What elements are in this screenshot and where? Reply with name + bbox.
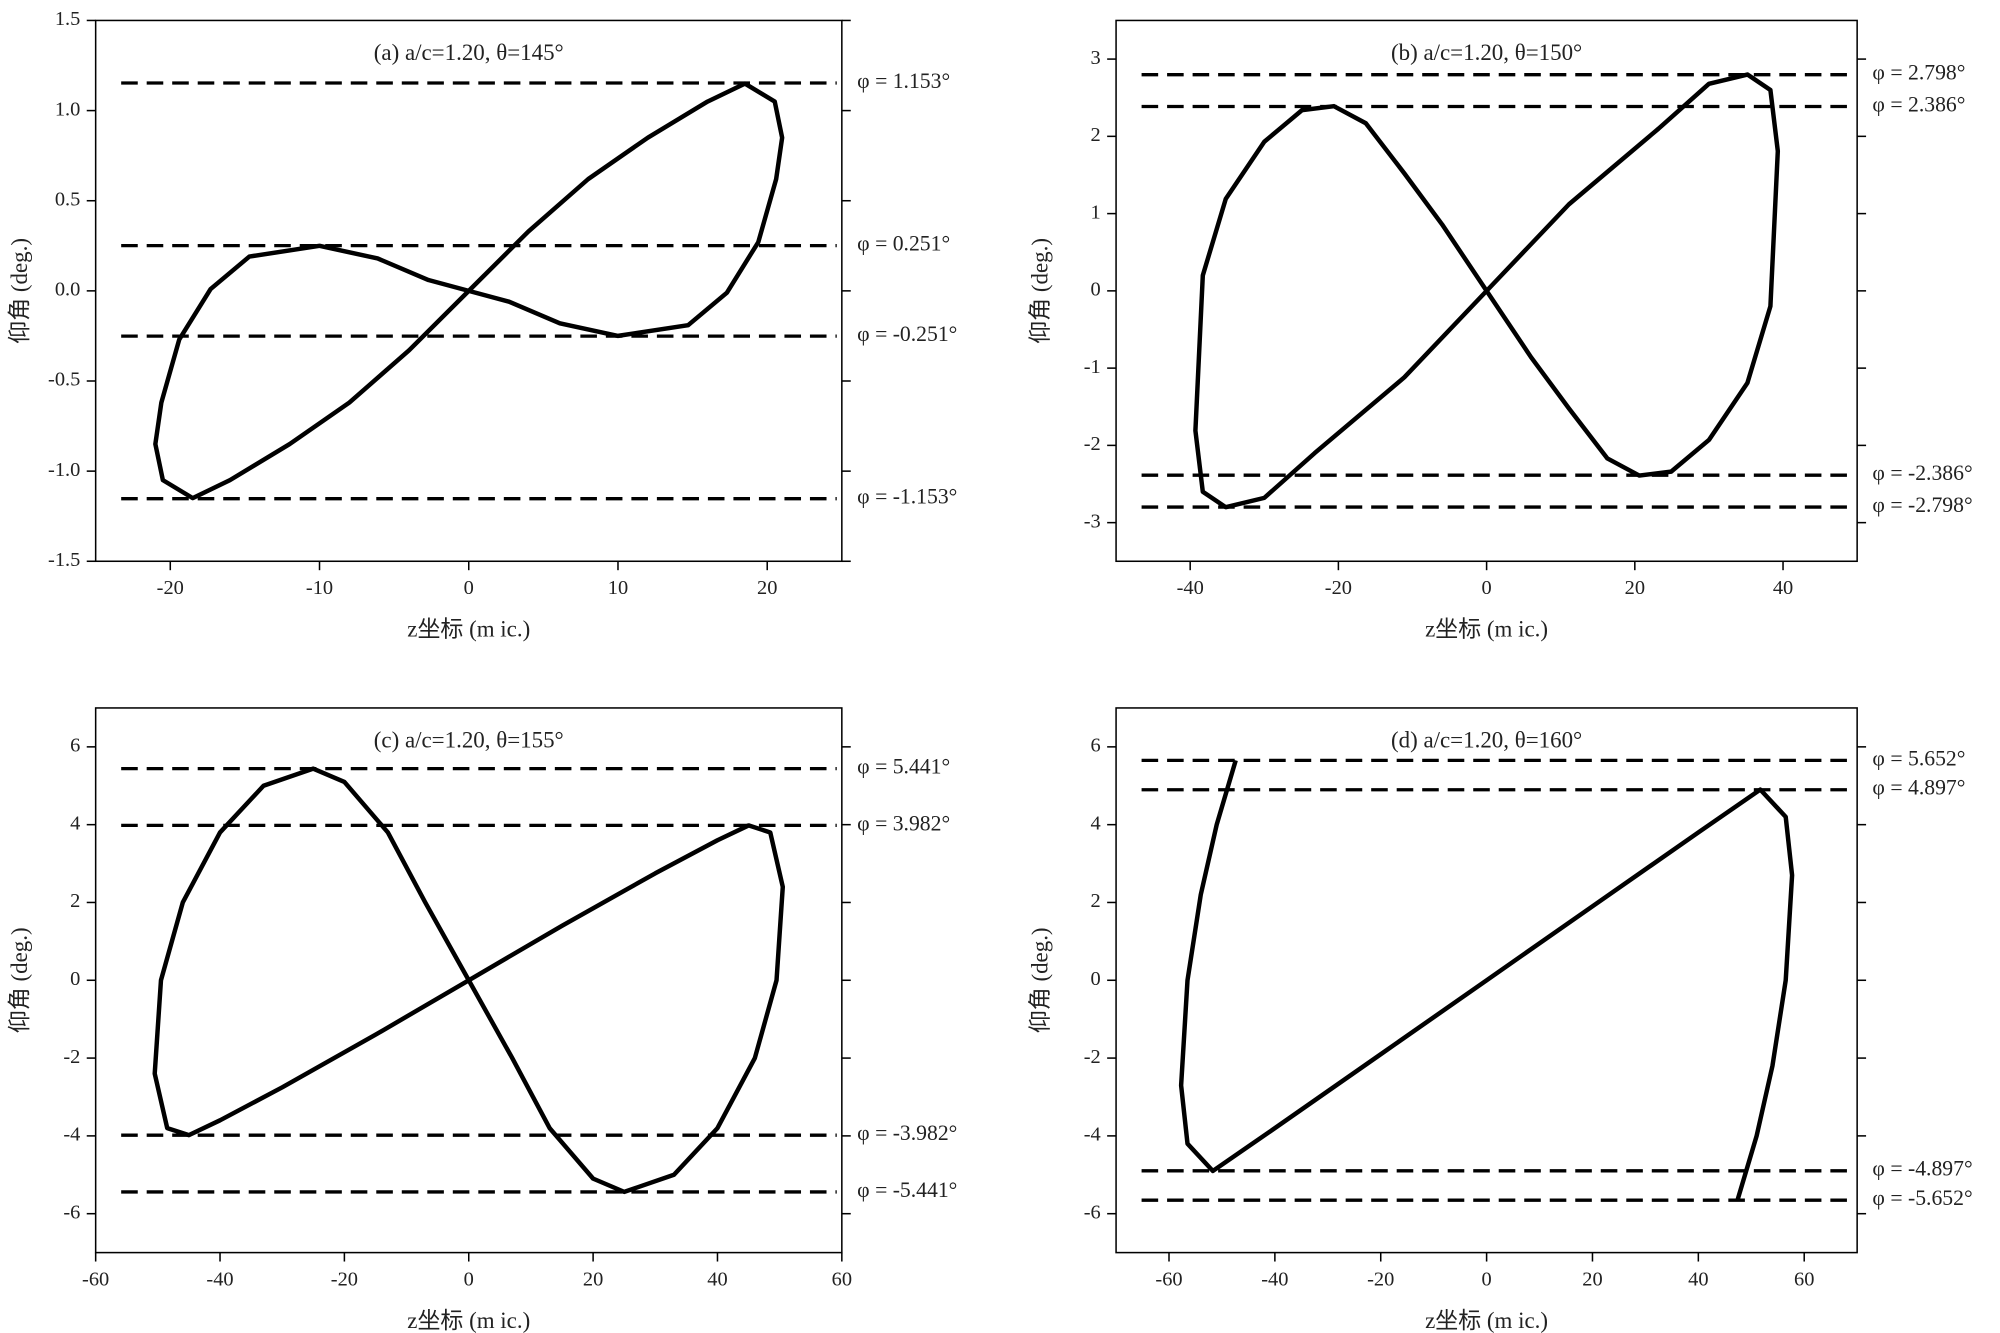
y-tick-label: 2 <box>1091 890 1101 912</box>
reference-label: φ = -5.652° <box>1872 1186 1972 1210</box>
y-tick-label: -6 <box>1084 1201 1101 1223</box>
y-tick-label: 3 <box>1091 47 1101 69</box>
x-tick-label: 20 <box>1625 577 1645 599</box>
x-axis-label: z坐标 (m ic.) <box>1425 1308 1548 1333</box>
curve <box>1193 72 1781 510</box>
panel-title: (b) a/c=1.20, θ=150° <box>1391 40 1582 65</box>
y-tick-label: 4 <box>70 812 80 834</box>
x-tick-label: -40 <box>206 1268 233 1290</box>
x-tick-label: -20 <box>331 1268 358 1290</box>
reference-label: φ = 5.441° <box>857 755 950 779</box>
y-tick-label: 4 <box>1091 812 1101 834</box>
y-tick-label: -2 <box>1084 1046 1101 1068</box>
y-tick-label: -4 <box>1084 1124 1101 1146</box>
y-tick-label: -3 <box>1084 510 1101 532</box>
y-axis-label: 仰角 (deg.) <box>7 238 32 344</box>
x-tick-label: 60 <box>1794 1268 1814 1290</box>
x-tick-label: -60 <box>1155 1268 1182 1290</box>
y-tick-label: -2 <box>1084 433 1101 455</box>
x-tick-label: 0 <box>1482 1268 1492 1290</box>
y-tick-label: -0.5 <box>48 369 80 391</box>
y-tick-label: 2 <box>70 890 80 912</box>
panel-title: (d) a/c=1.20, θ=160° <box>1391 728 1582 753</box>
y-tick-label: 0.5 <box>55 188 80 210</box>
reference-label: φ = 4.897° <box>1872 776 1965 800</box>
reference-label: φ = 5.652° <box>1872 746 1965 770</box>
x-axis-label: z坐标 (m ic.) <box>1425 617 1548 642</box>
y-tick-label: 0 <box>1091 279 1101 301</box>
y-tick-label: 0.0 <box>55 279 80 301</box>
reference-label: φ = -3.982° <box>857 1121 957 1145</box>
x-tick-label: -10 <box>306 577 333 599</box>
x-tick-label: 20 <box>1582 1268 1602 1290</box>
y-tick-label: -2 <box>63 1046 80 1068</box>
curve <box>152 766 786 1195</box>
x-tick-label: -20 <box>1325 577 1352 599</box>
x-tick-label: 60 <box>832 1268 852 1290</box>
y-tick-label: 1 <box>1091 201 1101 223</box>
y-axis-label: 仰角 (deg.) <box>1027 238 1052 344</box>
reference-label: φ = -1.153° <box>857 485 957 509</box>
reference-label: φ = -2.798° <box>1872 493 1972 517</box>
panel-title: (a) a/c=1.20, θ=145° <box>374 40 564 65</box>
y-tick-label: -1.0 <box>48 459 80 481</box>
y-tick-label: -4 <box>63 1124 80 1146</box>
x-axis-label: z坐标 (m ic.) <box>407 1308 530 1333</box>
x-tick-label: -20 <box>1367 1268 1394 1290</box>
x-axis-label: z坐标 (m ic.) <box>407 617 530 642</box>
reference-label: φ = 3.982° <box>857 811 950 835</box>
x-tick-label: -40 <box>1261 1268 1288 1290</box>
reference-label: φ = -0.251° <box>857 322 957 346</box>
y-tick-label: -1.5 <box>48 549 80 571</box>
reference-label: φ = 1.153° <box>857 69 950 93</box>
y-tick-label: 6 <box>70 735 80 757</box>
y-tick-label: 6 <box>1091 735 1101 757</box>
x-tick-label: 0 <box>464 577 474 599</box>
x-tick-label: 20 <box>583 1268 603 1290</box>
x-tick-label: 40 <box>1688 1268 1708 1290</box>
curve <box>1178 759 1795 1201</box>
reference-label: φ = 0.251° <box>857 232 950 256</box>
x-tick-label: 10 <box>608 577 628 599</box>
y-axis-label: 仰角 (deg.) <box>7 927 32 1033</box>
y-tick-label: 0 <box>70 968 80 990</box>
panel-title: (c) a/c=1.20, θ=155° <box>374 728 564 753</box>
curve <box>153 81 785 501</box>
reference-label: φ = 2.798° <box>1872 61 1965 85</box>
x-tick-label: -20 <box>157 577 184 599</box>
reference-label: φ = -5.441° <box>857 1178 957 1202</box>
reference-label: φ = -2.386° <box>1872 461 1972 485</box>
y-tick-label: 1.0 <box>55 98 80 120</box>
y-tick-label: -1 <box>1084 356 1101 378</box>
x-tick-label: -40 <box>1177 577 1204 599</box>
x-tick-label: 20 <box>757 577 777 599</box>
x-tick-label: -60 <box>82 1268 109 1290</box>
reference-label: φ = -4.897° <box>1872 1157 1972 1181</box>
x-tick-label: 0 <box>1482 577 1492 599</box>
x-tick-label: 40 <box>707 1268 727 1290</box>
x-tick-label: 0 <box>464 1268 474 1290</box>
y-tick-label: -6 <box>63 1201 80 1223</box>
y-axis-label: 仰角 (deg.) <box>1027 927 1052 1033</box>
reference-label: φ = 2.386° <box>1872 92 1965 116</box>
y-tick-label: 0 <box>1091 968 1101 990</box>
y-tick-label: 2 <box>1091 124 1101 146</box>
y-tick-label: 1.5 <box>55 8 80 30</box>
x-tick-label: 40 <box>1773 577 1793 599</box>
